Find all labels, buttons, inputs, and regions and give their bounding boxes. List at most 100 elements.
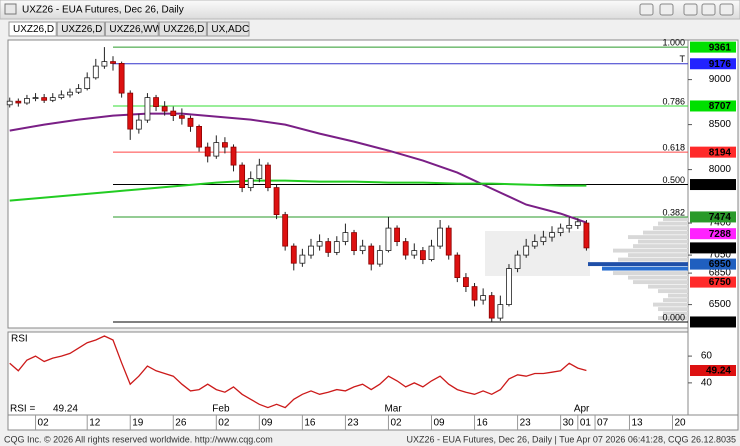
close-button[interactable] (719, 3, 734, 16)
candle-body (15, 100, 22, 104)
price-tag (690, 41, 736, 53)
candle-body (6, 100, 13, 106)
rsi-readout-label: RSI = (10, 404, 35, 415)
profile-bar (663, 217, 688, 222)
price-tag-label: 7130 (709, 243, 732, 254)
candle-body (247, 178, 254, 189)
x-tick-label: 01 (580, 418, 592, 429)
price-tag (690, 258, 736, 270)
price-tag-label: 6750 (709, 277, 732, 288)
menu-icon[interactable] (659, 3, 674, 16)
x-tick-label: 23 (347, 418, 359, 429)
y-tick-label: 8000 (709, 164, 732, 175)
candle-body (196, 126, 202, 148)
candle-body (385, 227, 392, 252)
candle-body (290, 245, 297, 264)
x-tick-label: 07 (597, 418, 609, 429)
candle-body (41, 97, 48, 101)
y-tick-label: 6500 (709, 299, 732, 310)
candle-body (75, 88, 82, 93)
footer-right: UXZ26 - EUA Futures, Dec 26, Daily | Tue… (406, 434, 736, 444)
month-label: Apr (574, 404, 590, 415)
tab[interactable] (158, 21, 207, 37)
fib-label: 1.000 (662, 37, 685, 47)
tab[interactable] (56, 21, 105, 37)
candle-body (359, 245, 366, 252)
candle-body (58, 94, 65, 99)
maximize-button[interactable] (701, 3, 716, 16)
window-icon[interactable] (4, 3, 17, 15)
rsi-line (9, 335, 587, 409)
x-tick-label: 23 (520, 418, 532, 429)
price-tag-label: 7834 (709, 180, 732, 191)
price-tag-label: 7288 (709, 229, 732, 240)
date-axis (7, 414, 739, 431)
price-tag (690, 179, 736, 191)
candle-body (428, 245, 435, 261)
profile-bar (658, 289, 688, 294)
profile-bar (602, 266, 688, 271)
price-tag (690, 58, 736, 70)
candle-body (549, 232, 555, 238)
rsi-tag-label: 49.24 (706, 366, 731, 377)
fib-label: 0.618 (662, 143, 685, 153)
profile-bar (633, 244, 688, 249)
candle-body (419, 250, 426, 261)
tab[interactable] (104, 21, 159, 37)
moving-average (9, 179, 587, 202)
rsi-tag (690, 365, 736, 377)
price-panel (7, 39, 689, 329)
price-tag (690, 242, 736, 254)
fib-label: 0.500 (662, 175, 685, 185)
candle-body (411, 250, 418, 256)
tab-label[interactable]: UXZ26,D (61, 24, 102, 35)
profile-bar (658, 316, 688, 321)
candle-body (368, 245, 375, 265)
profile-bar (658, 307, 688, 312)
fib-label: 0.382 (662, 207, 685, 217)
window-title: UXZ26 - EUA Futures, Dec 26, Daily (22, 5, 184, 16)
link-icon[interactable] (639, 3, 654, 16)
candle-body (471, 286, 478, 301)
price-tag-label: 6950 (709, 259, 732, 270)
profile-bar (613, 271, 688, 276)
tab-label[interactable]: UXZ26,D (13, 24, 54, 35)
x-tick-label: 13 (631, 418, 643, 429)
candle-body (394, 227, 400, 243)
tab-label[interactable]: UXZ26,D (163, 24, 204, 35)
tab[interactable] (206, 21, 250, 37)
profile-bar (633, 280, 688, 285)
x-tick-label: 02 (218, 418, 230, 429)
price-tag-label: 8194 (709, 147, 732, 158)
tab-label[interactable]: UX,ADC (211, 24, 249, 35)
candle-body (566, 224, 573, 229)
candle-body (523, 245, 530, 256)
profile-bar (628, 253, 688, 258)
candle-body (118, 63, 125, 94)
candle-body (506, 268, 512, 306)
tab[interactable] (8, 21, 57, 37)
x-tick-label: 20 (675, 418, 687, 429)
tab-label[interactable]: UXZ26,WW (109, 24, 162, 35)
price-tag-label: 7474 (709, 212, 732, 223)
x-tick-label: 30 (563, 418, 575, 429)
profile-bar (588, 262, 688, 267)
rsi-panel (7, 331, 689, 416)
y-tick-label: 6850 (709, 268, 732, 279)
candle-body (127, 92, 134, 130)
x-tick-label: 16 (304, 418, 316, 429)
x-tick-label: 09 (433, 418, 445, 429)
candle-body (351, 232, 357, 252)
price-tag-label: 6307 (709, 317, 732, 328)
candle-body (480, 295, 487, 301)
minimize-button[interactable] (683, 3, 698, 16)
price-tag (690, 146, 736, 158)
candle-body (583, 222, 590, 249)
candle-body (170, 110, 177, 116)
profile-bar (668, 293, 688, 298)
candle-body (32, 97, 39, 99)
profile-bar (648, 284, 688, 289)
price-tag-label: 9176 (709, 59, 732, 70)
rsi-label: RSI (11, 334, 28, 345)
